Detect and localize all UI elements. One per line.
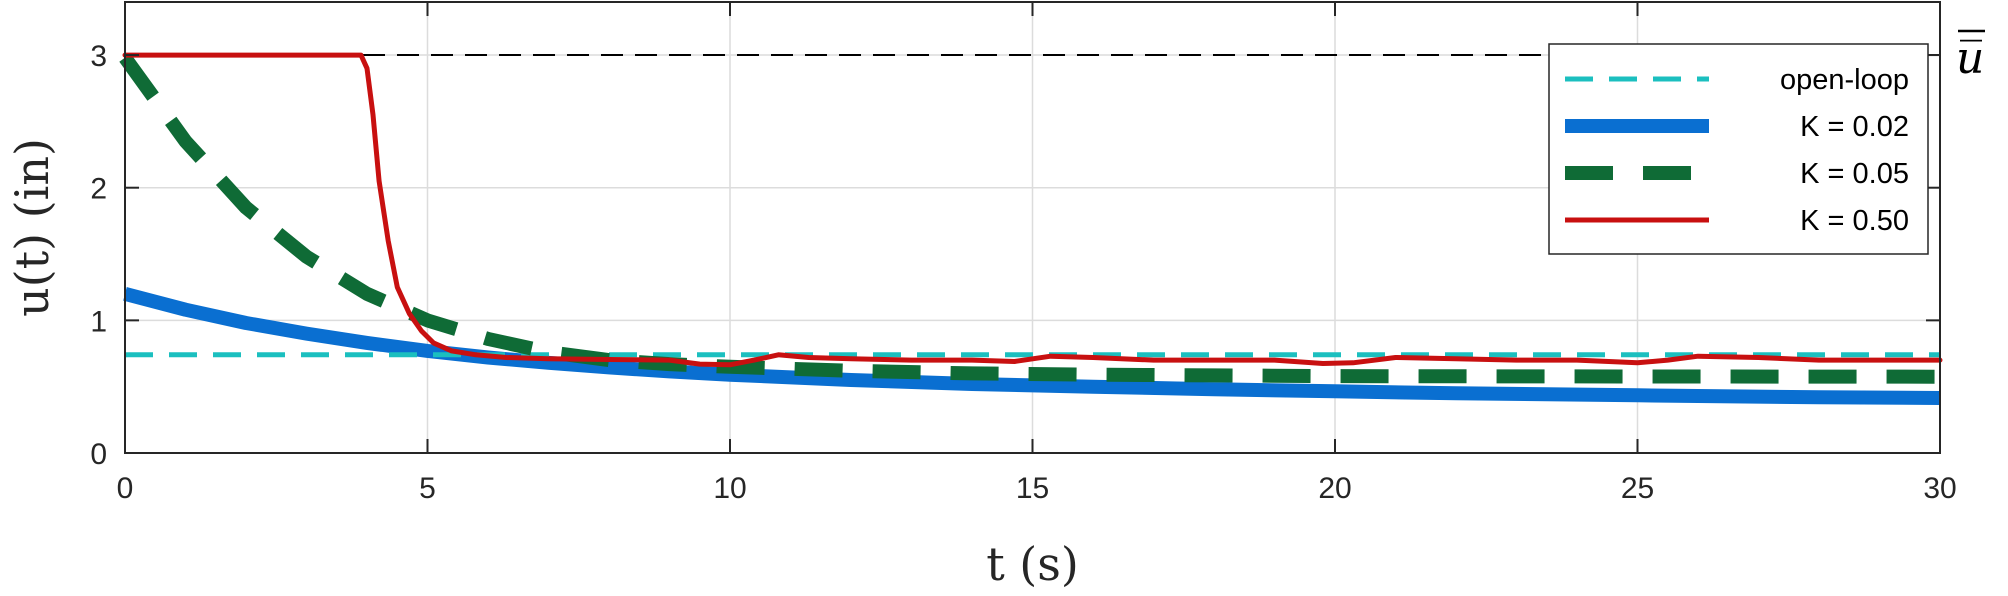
y-tick-label: 1 bbox=[90, 305, 107, 338]
legend-label: open-loop bbox=[1780, 64, 1909, 96]
x-tick-label: 10 bbox=[713, 472, 746, 505]
y-tick-label: 2 bbox=[90, 173, 107, 206]
x-tick-label: 30 bbox=[1923, 472, 1956, 505]
x-tick-label: 15 bbox=[1016, 472, 1049, 505]
x-tick-label: 20 bbox=[1318, 472, 1351, 505]
x-tick-label: 0 bbox=[117, 472, 134, 505]
x-tick-label: 25 bbox=[1621, 472, 1654, 505]
ticks: 0 5 10 15 20 25 30 0 1 2 3 bbox=[90, 2, 1957, 505]
legend-items: open-loop K = 0.02 K = 0.05 K = 0.50 bbox=[1565, 64, 1909, 237]
series-line-k-0-05 bbox=[119, 53, 1941, 384]
x-axis-label: t (s) bbox=[986, 537, 1079, 591]
legend-label: K = 0.02 bbox=[1800, 111, 1909, 143]
y-tick-label: 3 bbox=[90, 40, 107, 73]
series-line-k-0-50 bbox=[122, 52, 1943, 368]
x-tick-label: 5 bbox=[419, 472, 436, 505]
series-group bbox=[119, 52, 1943, 405]
legend: open-loop K = 0.02 K = 0.05 K = 0.50 bbox=[1548, 43, 1929, 255]
y-tick-label: 0 bbox=[90, 438, 107, 471]
reference-line-label: u̅ bbox=[1956, 33, 1984, 84]
y-axis-label: u(t) (in) bbox=[5, 138, 59, 317]
legend-label: K = 0.05 bbox=[1800, 158, 1909, 190]
legend-label: K = 0.50 bbox=[1800, 205, 1909, 237]
series-line-k-0-02 bbox=[123, 287, 1941, 405]
